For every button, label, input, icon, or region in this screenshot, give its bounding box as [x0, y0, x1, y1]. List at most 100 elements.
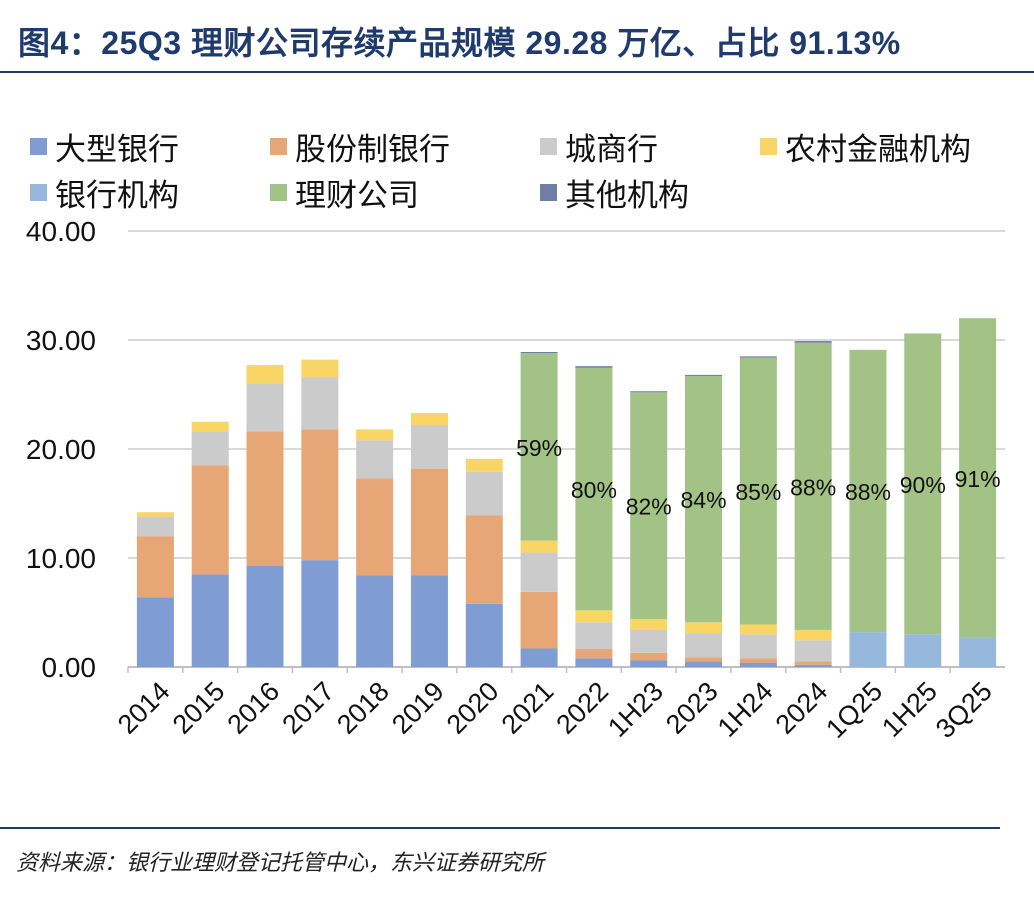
- legend-item: 农村金融机构: [760, 124, 971, 169]
- legend-item: 其他机构: [540, 170, 689, 215]
- bar-segment: [739, 356, 777, 358]
- bar-segment: [356, 575, 394, 667]
- x-tick-label: 2016: [222, 676, 286, 740]
- legend-label: 股份制银行: [295, 132, 450, 167]
- x-tick-label: 2020: [441, 676, 505, 740]
- legend-item: 理财公司: [270, 170, 419, 215]
- x-tick-label: 1H25: [876, 676, 943, 743]
- legend-swatch: [30, 138, 47, 155]
- bar-segment: [794, 664, 832, 667]
- legend-swatch: [540, 138, 557, 155]
- bar-segment: [959, 637, 997, 667]
- x-tick-label: 2017: [276, 676, 340, 740]
- x-tick-label: 2023: [660, 676, 724, 740]
- data-label: 88%: [845, 479, 891, 505]
- bar-segment: [630, 629, 668, 653]
- legend-swatch: [30, 184, 47, 201]
- data-label: 80%: [571, 477, 617, 503]
- bar-segment: [246, 365, 284, 384]
- y-tick-label: 10.00: [26, 543, 96, 574]
- bar-segment: [191, 431, 229, 466]
- bar-segment: [575, 610, 613, 623]
- bar-segment: [630, 619, 668, 630]
- bar-segment: [301, 560, 339, 667]
- bar-segment: [301, 359, 339, 378]
- bar-segment: [685, 375, 723, 623]
- bar-segment: [301, 377, 339, 430]
- bar-segment: [520, 648, 558, 667]
- y-tick-label: 20.00: [26, 434, 96, 465]
- bar-segment: [410, 425, 448, 469]
- legend-label: 理财公司: [295, 178, 419, 213]
- bar-segment: [191, 574, 229, 667]
- bar-segment: [685, 661, 723, 667]
- bar-segment: [794, 342, 832, 630]
- legend-swatch: [270, 184, 287, 201]
- stacked-bar-chart: 0.00 10.00 20.00 30.00 40.00 2014201520162017…: [26, 216, 1005, 744]
- legend-item: 银行机构: [30, 170, 179, 215]
- legend-label: 城商行: [565, 132, 658, 167]
- bar-segment: [136, 536, 174, 598]
- data-label: 91%: [955, 466, 1001, 492]
- bar-segment: [794, 341, 832, 343]
- legend-item: 股份制银行: [270, 124, 450, 169]
- x-tick-label: 2021: [496, 676, 560, 740]
- bar-segment: [630, 652, 668, 661]
- bar-segment: [191, 465, 229, 575]
- x-tick-label: 2015: [167, 676, 231, 740]
- x-tick-label: 2019: [386, 676, 450, 740]
- bar-segment: [575, 649, 613, 659]
- x-tick-label: 2024: [770, 676, 834, 740]
- bar-segment: [685, 633, 723, 658]
- legend-swatch: [760, 138, 777, 155]
- y-tick-label: 40.00: [26, 216, 96, 247]
- bar-segment: [356, 478, 394, 576]
- bar-segment: [410, 575, 448, 667]
- title-divider: [0, 71, 1034, 73]
- bar-segment: [356, 440, 394, 479]
- footer-divider: [0, 827, 1000, 829]
- bar-segment: [739, 624, 777, 635]
- legend-label: 农村金融机构: [785, 132, 971, 167]
- bar-segment: [575, 658, 613, 667]
- bar-segment: [739, 658, 777, 663]
- x-tick-label: 1H23: [602, 676, 669, 743]
- bar-segment: [959, 318, 997, 638]
- data-label: 84%: [681, 487, 727, 513]
- bar-segment: [630, 660, 668, 667]
- legend-label: 银行机构: [55, 178, 179, 213]
- data-label: 82%: [626, 494, 672, 520]
- bar-segment: [739, 662, 777, 667]
- data-label: 88%: [790, 474, 836, 500]
- chart-title: 图4：25Q3 理财公司存续产品规模 29.28 万亿、占比 91.13%: [18, 25, 901, 61]
- bar-segment: [465, 471, 503, 516]
- x-tick-label: 1Q25: [820, 676, 888, 744]
- legend-label: 大型银行: [55, 132, 179, 167]
- bar-segment: [904, 634, 942, 667]
- bar-segment: [520, 351, 558, 354]
- data-label: 85%: [735, 479, 781, 505]
- bar-segment: [136, 597, 174, 667]
- legend-item: 城商行: [540, 124, 658, 169]
- bar-segment: [520, 540, 558, 553]
- bar-segment: [465, 515, 503, 604]
- bar-segment: [794, 629, 832, 641]
- bar-segment: [136, 516, 174, 537]
- bar-segment: [575, 622, 613, 650]
- bar-segment: [301, 429, 339, 561]
- bar-segment: [246, 431, 284, 566]
- y-tick-label: 30.00: [26, 325, 96, 356]
- legend-swatch: [270, 138, 287, 155]
- y-tick-label: 0.00: [42, 652, 97, 683]
- bar-segment: [794, 640, 832, 662]
- bar-segment: [630, 392, 668, 620]
- bar-segment: [191, 421, 229, 432]
- bar-segment: [246, 383, 284, 432]
- bar-segment: [465, 458, 503, 472]
- bar-segment: [410, 468, 448, 576]
- data-label: 59%: [516, 435, 562, 461]
- bar-segment: [739, 357, 777, 625]
- x-tick-label: 2022: [550, 676, 614, 740]
- x-tick-label: 1H24: [712, 676, 779, 743]
- legend-item: 大型银行: [30, 124, 179, 169]
